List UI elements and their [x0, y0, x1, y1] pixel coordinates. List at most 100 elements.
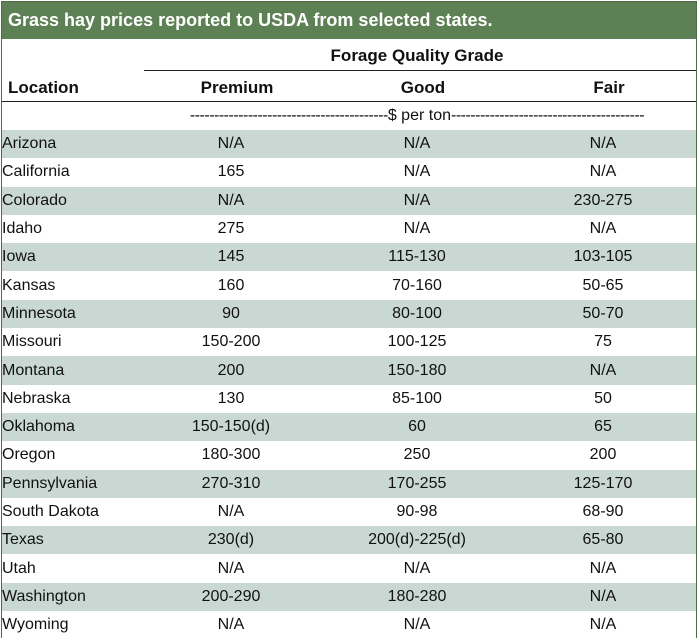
table-row: Pennsylvania 270-310 170-255 125-170: [2, 469, 696, 498]
cell-fair: 75: [510, 328, 696, 357]
cell-good: N/A: [324, 554, 510, 583]
cell-fair: 65: [510, 412, 696, 442]
cell-premium: 275: [138, 214, 324, 244]
cell-fair: N/A: [510, 582, 696, 612]
cell-good: 60: [324, 412, 510, 442]
cell-premium: 145: [138, 243, 324, 272]
cell-location: Montana: [2, 356, 138, 385]
cell-location: Pennsylvania: [2, 469, 138, 498]
cell-premium: 90: [138, 299, 324, 329]
cell-good: 100-125: [324, 328, 510, 357]
header-rule: [2, 101, 696, 102]
cell-location: Oklahoma: [2, 412, 138, 442]
table-row: California 165 N/A N/A: [2, 158, 696, 187]
cell-location: Utah: [2, 554, 138, 583]
table-row: Idaho 275 N/A N/A: [2, 214, 696, 244]
cell-premium: 130: [138, 384, 324, 413]
unit-label: $ per ton: [387, 107, 451, 124]
unit-dashes-left: ----------------------------------------…: [189, 107, 388, 124]
unit-dashes-right: ----------------------------------------: [450, 107, 645, 124]
table-row: Wyoming N/A N/A N/A: [2, 611, 696, 640]
table-title: Grass hay prices reported to USDA from s…: [2, 2, 696, 39]
table-row: Colorado N/A N/A 230-275: [2, 186, 696, 215]
cell-good: 90-98: [324, 497, 510, 527]
cell-fair: 103-105: [510, 243, 696, 272]
cell-location: Oregon: [2, 441, 138, 470]
cell-good: 70-160: [324, 271, 510, 300]
table-row: Iowa 145 115-130 103-105: [2, 243, 696, 272]
cell-location: Kansas: [2, 271, 138, 300]
unit-row: ----------------------------------------…: [2, 102, 696, 130]
cell-location: Missouri: [2, 328, 138, 357]
cell-premium: N/A: [138, 130, 324, 159]
table-row: Kansas 160 70-160 50-65: [2, 271, 696, 300]
cell-good: 80-100: [324, 299, 510, 329]
cell-good: 85-100: [324, 384, 510, 413]
table-row: Montana 200 150-180 N/A: [2, 356, 696, 385]
cell-location: Texas: [2, 526, 138, 555]
cell-location: Nebraska: [2, 384, 138, 413]
group-header-forage-quality: Forage Quality Grade: [330, 46, 504, 65]
cell-premium: N/A: [138, 497, 324, 527]
cell-fair: N/A: [510, 214, 696, 244]
cell-fair: 68-90: [510, 497, 696, 527]
table-row: Nebraska 130 85-100 50: [2, 384, 696, 413]
group-header-rule: [144, 70, 696, 71]
cell-fair: 125-170: [510, 469, 696, 498]
cell-location: Wyoming: [2, 611, 138, 640]
table-row: Texas 230(d) 200(d)-225(d) 65-80: [2, 526, 696, 555]
cell-good: N/A: [324, 214, 510, 244]
cell-premium: N/A: [138, 611, 324, 640]
cell-fair: N/A: [510, 158, 696, 187]
table-row: Utah N/A N/A N/A: [2, 554, 696, 583]
table-row: South Dakota N/A 90-98 68-90: [2, 497, 696, 527]
cell-location: Idaho: [2, 214, 138, 244]
cell-good: 180-280: [324, 582, 510, 612]
table-row: Arizona N/A N/A N/A: [2, 130, 696, 159]
cell-location: Colorado: [2, 186, 138, 215]
cell-location: California: [2, 158, 138, 187]
cell-location: Arizona: [2, 130, 138, 159]
cell-fair: 50-65: [510, 271, 696, 300]
cell-good: 115-130: [324, 243, 510, 272]
column-header-premium: Premium: [200, 78, 274, 97]
cell-fair: N/A: [510, 356, 696, 385]
cell-good: N/A: [324, 130, 510, 159]
cell-location: South Dakota: [2, 497, 138, 527]
table-row: Oregon 180-300 250 200: [2, 441, 696, 470]
table-header: Forage Quality Grade Location Premium Go…: [2, 39, 696, 102]
cell-premium: 150-150(d): [138, 412, 324, 442]
table-row: Washington 200-290 180-280 N/A: [2, 582, 696, 612]
cell-good: 250: [324, 441, 510, 470]
table-row: Oklahoma 150-150(d) 60 65: [2, 412, 696, 442]
cell-fair: 50-70: [510, 299, 696, 329]
cell-premium: 270-310: [138, 469, 324, 498]
column-header-location: Location: [8, 78, 79, 97]
table-row: Missouri 150-200 100-125 75: [2, 328, 696, 357]
cell-premium: 160: [138, 271, 324, 300]
cell-good: N/A: [324, 158, 510, 187]
cell-location: Washington: [2, 582, 138, 612]
cell-fair: 50: [510, 384, 696, 413]
cell-good: 200(d)-225(d): [324, 526, 510, 555]
table-row: Minnesota 90 80-100 50-70: [2, 299, 696, 329]
cell-fair: 200: [510, 441, 696, 470]
column-header-fair: Fair: [593, 78, 625, 97]
cell-premium: N/A: [138, 554, 324, 583]
cell-premium: 150-200: [138, 328, 324, 357]
column-header-good: Good: [400, 78, 446, 97]
cell-fair: N/A: [510, 130, 696, 159]
cell-premium: 180-300: [138, 441, 324, 470]
cell-premium: N/A: [138, 186, 324, 215]
cell-good: N/A: [324, 611, 510, 640]
cell-fair: N/A: [510, 611, 696, 640]
cell-premium: 200: [138, 356, 324, 385]
cell-fair: 230-275: [510, 186, 696, 215]
cell-premium: 200-290: [138, 582, 324, 612]
data-table: Arizona N/A N/A N/A California 165 N/A N/A Color…: [2, 130, 696, 640]
cell-location: Minnesota: [2, 299, 138, 329]
cell-good: 170-255: [324, 469, 510, 498]
cell-good: 150-180: [324, 356, 510, 385]
cell-premium: 165: [138, 158, 324, 187]
